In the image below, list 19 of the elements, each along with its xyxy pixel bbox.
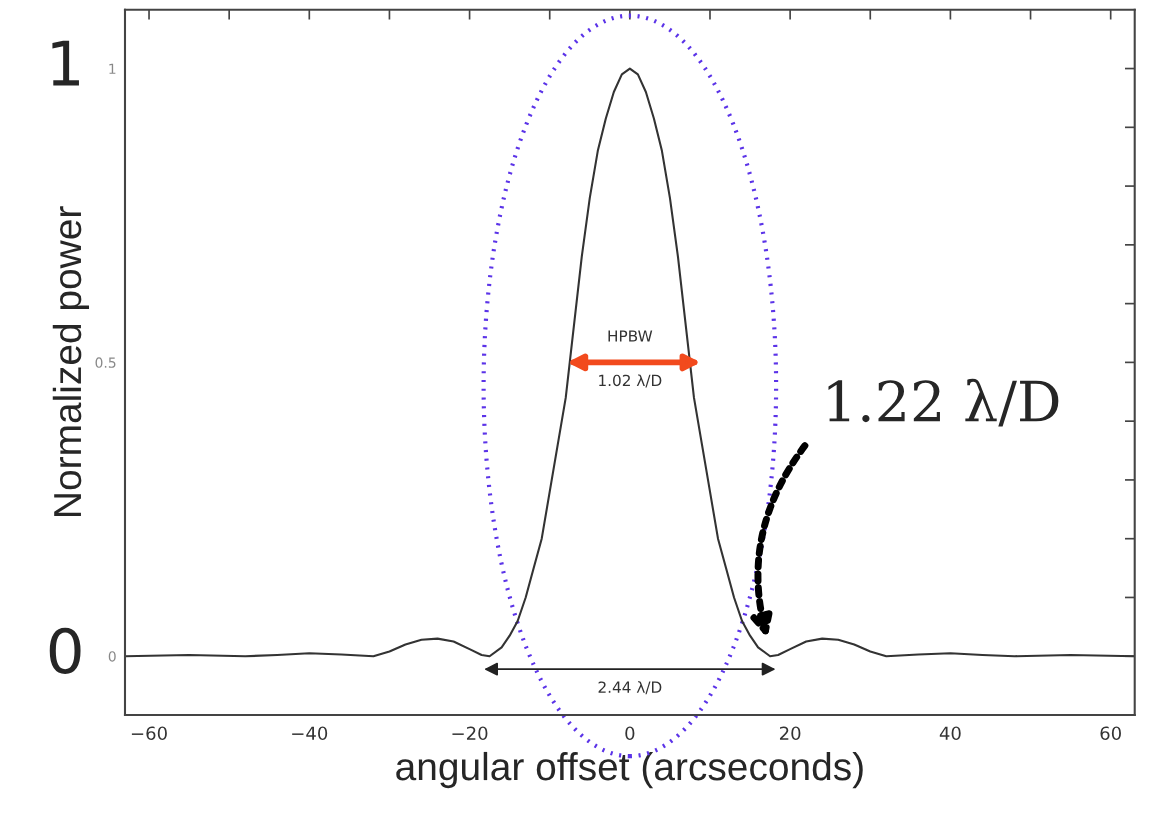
x-tick-label: 20 (779, 726, 801, 741)
line-series (124, 67, 1135, 658)
x-tick-label: 40 (939, 726, 961, 741)
annotation: 2.44 λ/D (598, 681, 662, 695)
annotation: HPBW (608, 330, 653, 342)
annotation: 1.22 λ/D (828, 378, 1059, 427)
x-tick-label: 0 (625, 726, 635, 741)
y-tick-label: 0.5 (95, 357, 116, 368)
x-tick-label: −60 (131, 726, 167, 741)
y-tick-label: 1 (109, 63, 116, 74)
y-tick-label: 0 (108, 651, 116, 662)
text: 0 (49, 627, 81, 674)
y-axis-title: Normalized power (52, 206, 90, 516)
text: 1 (52, 40, 79, 86)
x-axis-title: angular offset (arcseconds) (396, 751, 863, 789)
x-tick-label: −40 (292, 726, 328, 741)
x-tick-label: −20 (452, 726, 488, 741)
annotation: 1.02 λ/D (599, 374, 662, 388)
x-tick-label: 60 (1100, 726, 1121, 741)
